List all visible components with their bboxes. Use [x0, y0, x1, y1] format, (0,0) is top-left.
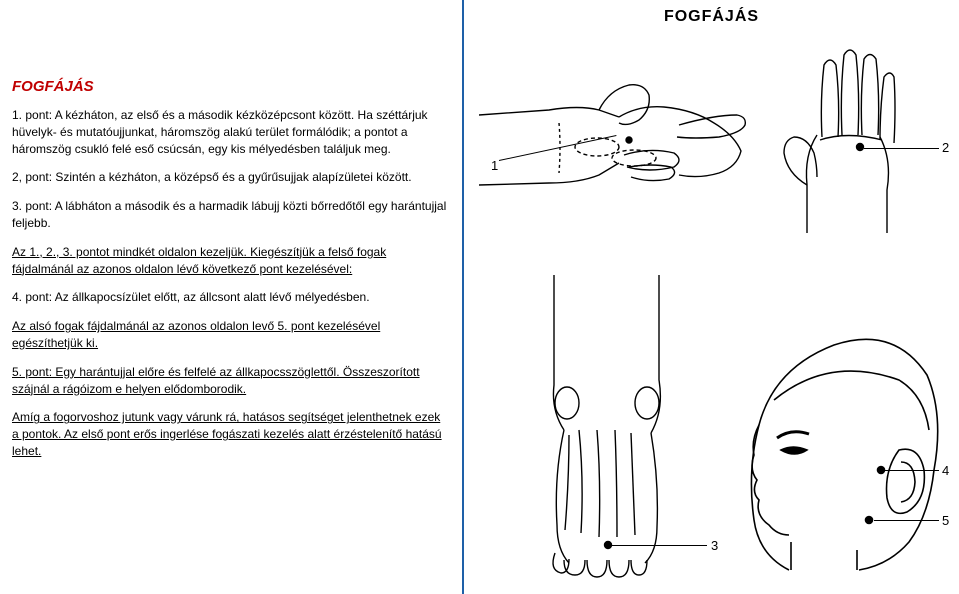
label-point-1: 1 [491, 158, 498, 173]
paragraph-4: Az 1., 2., 3. pontot mindkét oldalon kez… [12, 244, 450, 278]
label-point-2: 2 [942, 140, 949, 155]
paragraph-7-text: 5. pont: Egy harántujjal előre és felfel… [12, 365, 420, 396]
hand-side-illustration [479, 55, 749, 230]
illustration-column: FOGFÁJÁS 1 [464, 0, 959, 594]
heading: FOGFÁJÁS [12, 78, 450, 95]
paragraph-8-text: Amíg a fogorvoshoz jutunk vagy várunk rá… [12, 410, 442, 458]
label-point-3: 3 [711, 538, 718, 553]
paragraph-6-text: Az alsó fogak fájdalmánál az azonos olda… [12, 319, 380, 350]
figure-title: FOGFÁJÁS [664, 8, 759, 26]
paragraph-5: 4. pont: Az állkapocsízület előtt, az ál… [12, 289, 450, 306]
paragraph-3: 3. pont: A lábháton a második és a harma… [12, 198, 450, 232]
paragraph-2: 2, pont: Szintén a kézháton, a középső é… [12, 169, 450, 186]
paragraph-7: 5. pont: Egy harántujjal előre és felfel… [12, 364, 450, 398]
foot-illustration [509, 275, 709, 580]
leader-4 [884, 470, 939, 471]
leader-3 [612, 545, 707, 546]
paragraph-1: 1. pont: A kézháton, az első és a másodi… [12, 107, 450, 157]
label-point-4: 4 [942, 463, 949, 478]
paragraph-6: Az alsó fogak fájdalmánál az azonos olda… [12, 318, 450, 352]
leader-2 [864, 148, 939, 149]
text-column: FOGFÁJÁS 1. pont: A kézháton, az első és… [0, 0, 464, 594]
head-illustration [729, 320, 944, 575]
paragraph-4-text: Az 1., 2., 3. pontot mindkét oldalon kez… [12, 245, 386, 276]
paragraph-8: Amíg a fogorvoshoz jutunk vagy várunk rá… [12, 409, 450, 459]
hand-back-illustration [762, 45, 927, 235]
leader-5 [874, 520, 939, 521]
label-point-5: 5 [942, 513, 949, 528]
